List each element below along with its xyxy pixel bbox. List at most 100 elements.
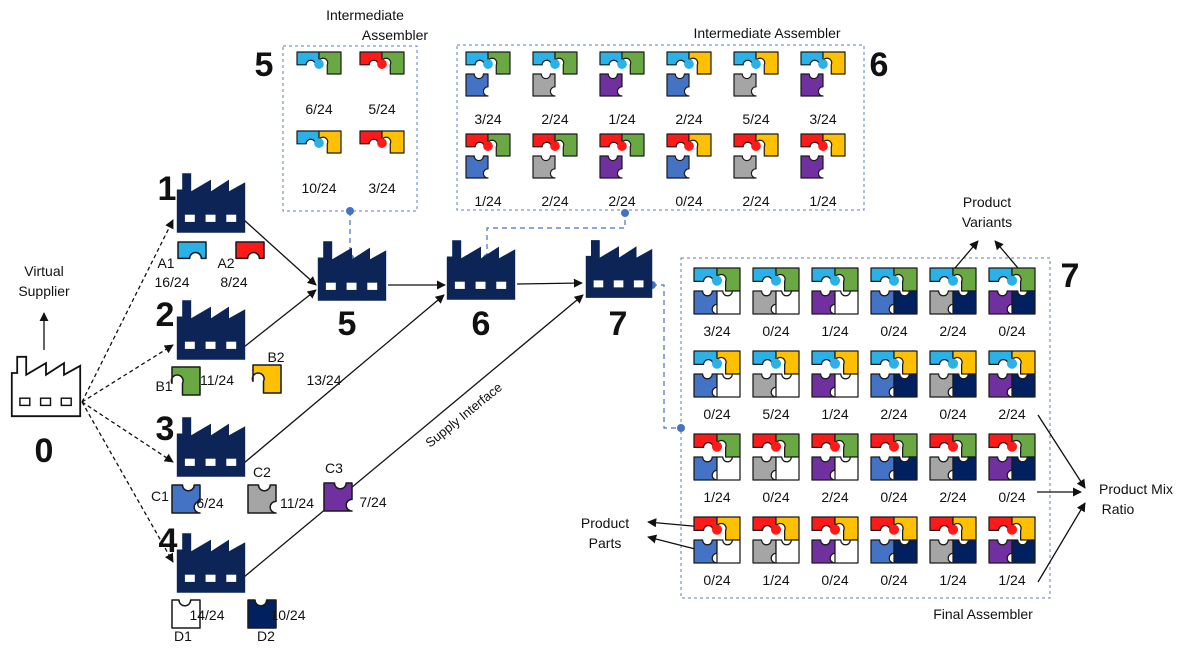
supplier-B2: B2 13/24 [251,349,342,394]
part-A2-icon [235,241,265,260]
assembler-7-ratio: 2/24 [998,406,1025,422]
assembler-7-variant-icon [988,267,1036,315]
part-D2-icon [893,456,918,481]
part-C2-icon [752,456,777,481]
part-C1-icon [870,373,895,398]
part-D1-icon [171,599,201,629]
part-D1-icon [716,539,741,564]
assembler-6-ratio: 2/24 [541,193,568,209]
part-A1-icon [177,241,207,260]
part-C2-icon [929,373,954,398]
product-variants-label-line2: Variants [962,214,1012,230]
part-C3-icon [988,539,1013,564]
assembler-6-number: 6 [870,46,889,84]
assembler-5-ratio: 10/24 [301,180,336,196]
assembler-7-variant-icon [988,433,1036,481]
assembler-6-ratio: 2/24 [742,193,769,209]
part-D1-icon [834,290,859,315]
part-C1-icon [693,539,718,564]
part-C1-icon [693,290,718,315]
supplier-parts: A1 16/24 A2 8/24 B1 11/24 B2 13/24 C1 6/24 C2 11/24… [151,241,387,644]
product-variants-label-line1: Product [963,194,1011,210]
supplier-C1-name: C1 [151,488,169,504]
part-D2-icon [1011,539,1036,564]
assembler-7-ratio: 0/24 [762,489,789,505]
part-C2-icon [532,73,556,97]
supplier-C2: C2 11/24 [247,464,314,514]
assembler-7-ratio: 1/24 [939,572,966,588]
virtual-supplier-label-line2: Supplier [18,283,70,299]
assembler-7-ratio: 0/24 [880,572,907,588]
supplier-A2: A2 8/24 [217,241,265,290]
part-C3-icon [323,482,353,512]
factory-1-icon [176,173,246,233]
intermediate-assembler-5-label-line2: Assembler [362,27,428,43]
part-C2-icon [733,155,757,179]
supplier-C1-ratio: 6/24 [196,495,223,511]
assembler-6-variant-icon [733,51,779,97]
node-2-number: 2 [156,296,175,334]
part-C3-icon [811,290,836,315]
supplier-B2-ratio: 13/24 [306,372,341,388]
assembler-7-ratio: 0/24 [703,572,730,588]
part-C1-icon [870,456,895,481]
assembler-7-variant-icon [752,267,800,315]
supplier-D2-name: D2 [257,628,275,644]
part-D1-icon [834,456,859,481]
assembler-7-ratio: 3/24 [703,323,730,339]
part-C2-icon [929,456,954,481]
assembler-7-ratio: 1/24 [821,323,848,339]
assembler-7-ratio: 1/24 [762,572,789,588]
assembler-7-variant-icon [752,433,800,481]
part-C3-icon [800,155,824,179]
supplier-D2-ratio: 10/24 [270,607,305,623]
part-C1-icon [870,539,895,564]
assembler-6-variant-icon [599,51,645,97]
assembler-7-variant-icon [929,433,977,481]
factory-4-icon [176,533,246,593]
assembler-7-ratio: 0/24 [880,489,907,505]
assembler-7-variant-icon [870,433,918,481]
supplier-A2-name: A2 [217,255,234,271]
virtual-supplier-factory-icon [10,355,82,418]
supplier-D2: D2 10/24 [247,599,306,644]
assembler-7-ratio: 2/24 [939,489,966,505]
part-D2-icon [1011,290,1036,315]
virtual-supplier-label-line1: Virtual [24,263,63,279]
part-D2-icon [893,373,918,398]
assembler-6-ratio: 2/24 [541,111,568,127]
intermediate-assembler-5-label-line1: Intermediate [326,7,404,23]
assembler-6-ratio: 1/24 [474,193,501,209]
node-4-number: 4 [159,522,178,560]
part-C3-icon [811,373,836,398]
assembler-7-ratio: 2/24 [939,323,966,339]
assembler-6-ratio: 3/24 [474,111,501,127]
product-mix-ratio-label-line1: Product Mix [1099,481,1173,497]
part-C3-icon [811,539,836,564]
assembler-7-variant-icon [811,350,859,398]
part-C2-icon [929,290,954,315]
supplier-C2-ratio: 11/24 [280,495,314,511]
part-D2-icon [952,456,977,481]
supplier-B2-name: B2 [267,349,284,365]
assembler-7-ratio: 0/24 [998,489,1025,505]
part-C1-icon [693,456,718,481]
part-D2-icon [1011,456,1036,481]
part-D1-icon [716,290,741,315]
intermediate-assembler-6-label: Intermediate Assembler [693,25,840,41]
node-6-number: 6 [472,305,491,343]
part-D2-icon [952,539,977,564]
assembler-5-grid: 6/24 5/24 10/24 3/24 [296,51,405,196]
product-mix-ratio-label-line2: Ratio [1102,501,1135,517]
assembler-7-ratio: 1/24 [998,572,1025,588]
assembler-6-variant-icon [532,133,578,179]
assembler-7-variant-icon [988,350,1036,398]
assembler-5-variant-icon [296,51,342,75]
part-C1-icon [666,155,690,179]
assembler-7-variant-icon [752,516,800,564]
assembler-6-variant-icon [733,133,779,179]
assembler-6-grid: 3/24 2/24 1/24 2/24 5/24 3/24 1/24 2/24 2/24 0/24… [465,51,846,209]
part-C3-icon [988,456,1013,481]
part-C1-icon [465,155,489,179]
